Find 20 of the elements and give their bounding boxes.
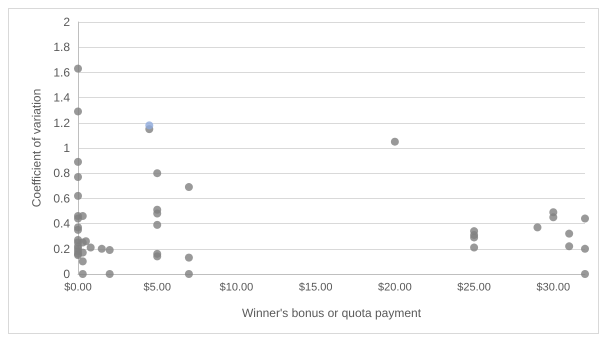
x-tick-label: $30.00 xyxy=(536,282,570,294)
y-tick-label: 1.4 xyxy=(53,90,70,105)
x-tick-label: $10.00 xyxy=(220,282,254,294)
y-tick-label: 0.6 xyxy=(53,191,70,206)
x-tick-label: $25.00 xyxy=(457,282,491,294)
y-tick-label: 1.8 xyxy=(53,40,70,54)
y-tick-label: 0.4 xyxy=(53,216,70,231)
y-tick-label: 0.2 xyxy=(53,242,70,256)
x-axis-title: Winner's bonus or quota payment xyxy=(242,306,422,320)
x-tick-label: $5.00 xyxy=(143,282,171,294)
y-tick-label: 0.8 xyxy=(53,166,70,180)
y-tick-label: 1.6 xyxy=(53,65,70,80)
y-tick-label: 0 xyxy=(63,267,70,281)
y-tick-label: 1.2 xyxy=(53,116,70,130)
y-axis-title: Coefficient of variation xyxy=(29,88,44,208)
x-tick-label: $15.00 xyxy=(298,282,332,294)
y-tick-label: 1 xyxy=(63,141,70,155)
y-tick-label: 2 xyxy=(63,15,70,29)
x-tick-label: $0.00 xyxy=(64,282,92,294)
x-tick-label: $20.00 xyxy=(378,282,412,294)
